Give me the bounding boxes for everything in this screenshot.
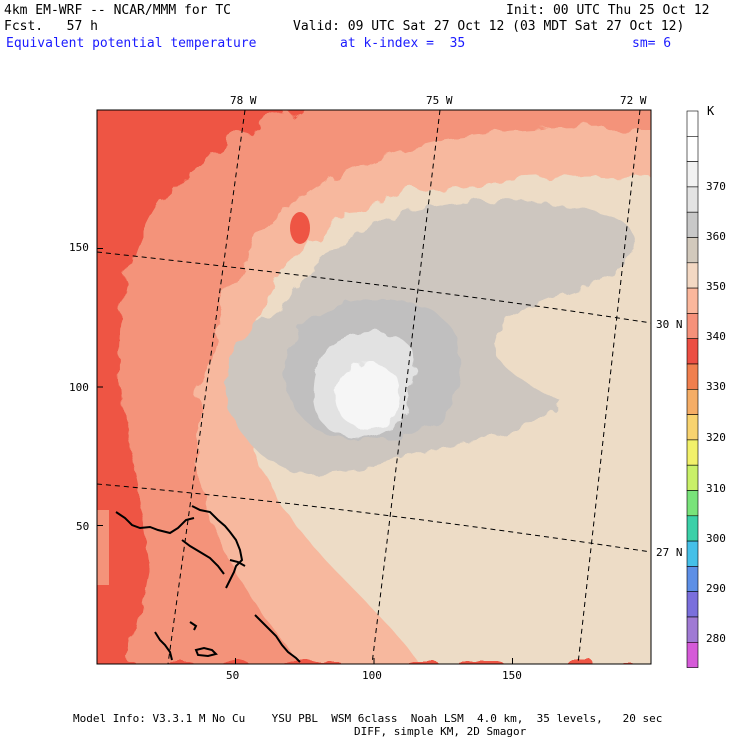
legend-box	[686, 439, 699, 466]
model-info-2: DIFF, simple KM, 2D Smagor	[354, 725, 527, 738]
y-tick-100: 100	[69, 381, 89, 394]
legend-box	[686, 566, 699, 593]
legend-box	[686, 287, 699, 314]
legend-label-330: 330	[706, 380, 726, 393]
fill-345-edge	[97, 510, 109, 585]
legend-label-340: 340	[706, 330, 726, 343]
axis-ticks	[97, 248, 513, 664]
legend-box	[686, 591, 699, 618]
smoothing-info: sm= 6	[632, 36, 672, 51]
legend-box	[686, 490, 699, 517]
legend-box	[686, 515, 699, 542]
legend-box	[686, 186, 699, 213]
coastline	[115, 505, 301, 663]
level-info: at k-index = 35	[340, 36, 466, 51]
legend-label-310: 310	[706, 482, 726, 495]
y-tick-50: 50	[76, 520, 90, 533]
legend-label-320: 320	[706, 431, 726, 444]
legend-boxes	[686, 110, 699, 668]
legend-box	[686, 110, 699, 137]
lon-label-75w: 75 W	[426, 94, 453, 107]
legend-label-350: 350	[706, 280, 726, 293]
x-tick-50: 50	[226, 669, 240, 682]
legend-box	[686, 616, 699, 643]
forecast-hour: Fcst. 57 h	[4, 19, 98, 34]
model-title: 4km EM-WRF -- NCAR/MMM for TC	[4, 3, 231, 18]
legend-box	[686, 237, 699, 264]
legend-box	[686, 161, 699, 188]
lon-label-72w: 72 W	[620, 94, 647, 107]
lat-label-27n: 27 N	[656, 546, 683, 559]
legend-box	[686, 136, 699, 162]
lat-label-30n: 30 N	[656, 318, 683, 331]
x-tick-150: 150	[502, 669, 522, 682]
x-tick-100: 100	[362, 669, 382, 682]
lat-lon-graticule	[97, 110, 651, 664]
legend-box	[686, 363, 699, 390]
legend-box	[686, 313, 699, 339]
y-tick-150: 150	[69, 241, 89, 254]
legend-box	[686, 388, 699, 415]
lon-label-78w: 78 W	[230, 94, 257, 107]
field-name: Equivalent potential temperature	[6, 36, 257, 51]
legend-label-360: 360	[706, 230, 726, 243]
init-time: Init: 00 UTC Thu 25 Oct 12	[506, 3, 710, 18]
fill-340-patch	[290, 212, 310, 244]
legend-label-300: 300	[706, 532, 726, 545]
legend-unit: K	[707, 104, 715, 118]
legend-box	[686, 414, 699, 441]
legend-box	[686, 338, 699, 365]
legend-label-370: 370	[706, 180, 726, 193]
legend-box	[686, 540, 699, 567]
valid-time: Valid: 09 UTC Sat 27 Oct 12 (03 MDT Sat …	[293, 19, 685, 34]
legend-box	[686, 262, 699, 289]
legend-box	[686, 641, 699, 668]
legend-box	[686, 464, 699, 491]
legend-box	[686, 211, 699, 238]
fill-375	[335, 364, 400, 429]
legend-label-290: 290	[706, 582, 726, 595]
model-info: Model Info: V3.3.1 M No Cu YSU PBL WSM 6…	[73, 712, 663, 725]
legend-label-280: 280	[706, 632, 726, 645]
